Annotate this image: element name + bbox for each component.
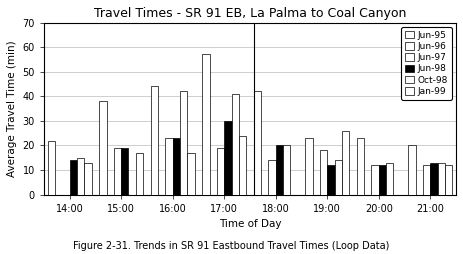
Bar [335, 160, 342, 195]
Title: Travel Times - SR 91 EB, La Palma to Coal Canyon: Travel Times - SR 91 EB, La Palma to Coa… [94, 7, 406, 20]
Bar [48, 140, 55, 195]
Bar [224, 121, 232, 195]
Bar [408, 146, 416, 195]
Bar [69, 160, 77, 195]
Bar [232, 94, 239, 195]
Bar [269, 160, 276, 195]
Bar [445, 165, 452, 195]
Legend: Jun-95, Jun-96, Jun-97, Jun-98, Oct-98, Jan-99: Jun-95, Jun-96, Jun-97, Jun-98, Oct-98, … [401, 27, 451, 100]
Bar [342, 131, 349, 195]
Text: Figure 2-31. Trends in SR 91 Eastbound Travel Times (Loop Data): Figure 2-31. Trends in SR 91 Eastbound T… [73, 242, 390, 251]
Bar [173, 138, 180, 195]
Bar [438, 163, 445, 195]
Y-axis label: Average Travel Time (min): Average Travel Time (min) [7, 40, 17, 177]
Bar [371, 165, 379, 195]
Bar [188, 153, 194, 195]
Bar [379, 165, 386, 195]
Bar [239, 136, 246, 195]
Bar [320, 150, 327, 195]
Bar [254, 91, 261, 195]
Bar [357, 138, 364, 195]
Bar [180, 91, 188, 195]
Bar [306, 138, 313, 195]
Bar [217, 148, 224, 195]
Bar [114, 148, 121, 195]
Bar [283, 146, 290, 195]
Bar [327, 165, 335, 195]
Bar [276, 146, 283, 195]
Bar [84, 163, 92, 195]
Bar [121, 148, 128, 195]
Bar [77, 158, 84, 195]
Bar [386, 163, 394, 195]
Bar [136, 153, 143, 195]
Bar [99, 101, 106, 195]
Bar [423, 165, 430, 195]
X-axis label: Time of Day: Time of Day [219, 219, 281, 229]
Bar [165, 138, 173, 195]
Bar [202, 54, 210, 195]
Bar [430, 163, 438, 195]
Bar [151, 86, 158, 195]
